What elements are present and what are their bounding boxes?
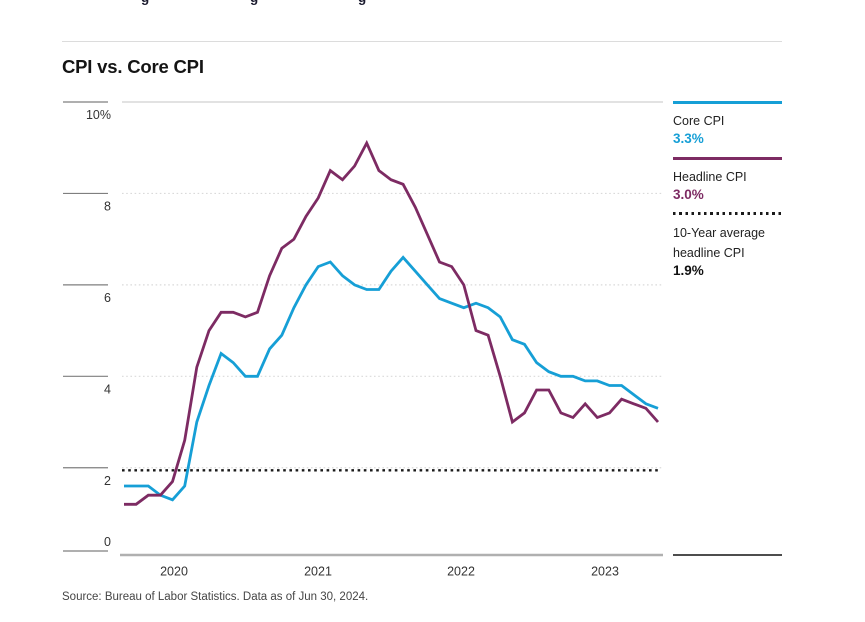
clipped-text-fragment: g [141, 0, 149, 5]
legend-average-line-swatch [673, 212, 782, 215]
svg-text:8: 8 [104, 199, 111, 213]
svg-text:2022: 2022 [447, 565, 475, 579]
svg-text:2023: 2023 [591, 565, 619, 579]
clipped-text-fragment: g [358, 0, 366, 5]
svg-text:10%: 10% [86, 108, 111, 122]
y-axis-ticks: 10% 8 6 4 2 0 [63, 101, 111, 552]
svg-text:2021: 2021 [304, 565, 332, 579]
source-note: Source: Bureau of Labor Statistics. Data… [62, 591, 369, 603]
series-core-cpi [124, 255, 659, 502]
legend-average-line-value: 1.9% [673, 263, 704, 278]
legend-core-cpi-label: Core CPI [673, 114, 725, 128]
svg-text:4: 4 [104, 382, 111, 396]
clipped-text-fragment: g [250, 0, 258, 5]
chart-title: CPI vs. Core CPI [62, 56, 204, 77]
legend-headline-cpi-value: 3.0% [673, 187, 704, 202]
legend-headline-cpi-swatch [673, 157, 782, 160]
legend-average-line-label: 10-Year average headline CPI [673, 226, 765, 260]
x-axis: 2020 2021 2022 2023 [120, 553, 663, 579]
svg-text:6: 6 [104, 291, 111, 305]
series-headline-cpi [124, 139, 660, 506]
legend-bottom-rule [673, 554, 782, 556]
legend-headline-cpi-label: Headline CPI [673, 170, 747, 184]
svg-text:0: 0 [104, 535, 111, 549]
clipped-top-text: g g g [0, 0, 865, 6]
section-divider [62, 41, 782, 42]
legend-core-cpi-swatch [673, 101, 782, 104]
gridlines [122, 101, 663, 469]
svg-text:2: 2 [104, 474, 111, 488]
svg-text:2020: 2020 [160, 565, 188, 579]
legend-core-cpi-value: 3.3% [673, 131, 704, 146]
